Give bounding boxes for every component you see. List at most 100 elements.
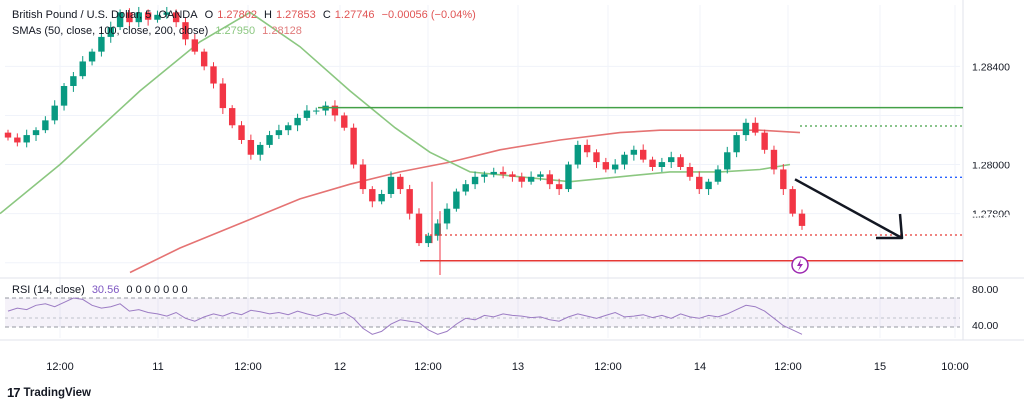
candle-body (780, 169, 787, 190)
high-value: 1.27853 (276, 9, 316, 21)
ohlc-legend: British Pound / U.S. Dollar, 5 OANDA O 1.… (12, 9, 480, 21)
candle-body (79, 61, 86, 77)
symbol-title[interactable]: British Pound / U.S. Dollar, 5 (12, 9, 152, 21)
candles (4, 6, 806, 275)
candle-body (518, 176, 525, 182)
x-tick-label: 12:00 (414, 361, 442, 373)
candle-body (219, 83, 227, 109)
close-value: 1.27746 (334, 9, 375, 21)
candle-body (630, 149, 638, 155)
price-tag-text: 1.28157 (972, 100, 1010, 112)
candle-body (200, 51, 208, 67)
rsi-value: 30.56 (91, 284, 120, 296)
candle-body (210, 66, 217, 84)
candle-body (359, 164, 367, 190)
sma200-line (129, 129, 801, 274)
candle-body (406, 189, 413, 214)
price-tag-resistance: 1.28232 (965, 80, 1017, 94)
open-label: O (204, 9, 214, 21)
candle-body (761, 132, 768, 150)
price-tag-support: 1.27713 (965, 211, 1017, 225)
x-axis: 12:00 11 12:00 12 12:00 13 12:00 14 12:00 15 10:00 (46, 361, 969, 373)
y-tick-label: 1.28400 (972, 61, 1010, 73)
rsi-axis-80: 80.00 (972, 284, 999, 296)
candle-body (172, 12, 180, 23)
sma200-path (129, 129, 801, 274)
candle-body (32, 130, 40, 136)
candle-body (191, 39, 199, 52)
candle-body (658, 162, 666, 167)
candle-body (294, 117, 301, 126)
x-tick-label: 10:00 (941, 361, 969, 373)
price-tag-current: 1.27948 (965, 152, 1017, 166)
candle-body (247, 140, 255, 155)
candle-body (14, 137, 21, 143)
candle-body (668, 157, 675, 163)
sma-label[interactable]: SMAs (50, close, 100, close, 200, close) (12, 25, 209, 37)
candle-body (60, 86, 68, 106)
candle-body (331, 105, 339, 116)
candle-body (574, 144, 582, 165)
candle-body (509, 174, 516, 177)
price-tag-resistance-2: 1.28157 (965, 99, 1017, 113)
candle-body (770, 149, 778, 170)
candle-body (387, 176, 395, 194)
candle-body (397, 176, 404, 190)
tradingview-icon: 17 (7, 385, 21, 400)
rsi-line (7, 297, 803, 335)
change-value: −0.00056 (−0.04%) (381, 9, 476, 21)
candle-body (163, 12, 170, 15)
candle-body (565, 164, 572, 190)
candle-body (42, 120, 49, 131)
y-axis: 1.28400 1.28000 1.27800 (972, 61, 1010, 220)
candle-body (481, 174, 488, 177)
candle-body (611, 164, 619, 170)
tradingview-logo[interactable]: 17 TradingView (7, 385, 91, 400)
candle-body (341, 115, 348, 128)
candle-body (490, 171, 497, 175)
candle-body (70, 76, 77, 86)
candle-body (705, 181, 712, 190)
candle-body (453, 191, 460, 209)
candle-body (266, 135, 273, 145)
forecast-arrow-shaft (794, 178, 903, 240)
x-tick-label: 13 (512, 361, 524, 373)
candle-body (798, 213, 806, 226)
price-levels[interactable] (318, 106, 963, 262)
candle-body (593, 152, 600, 163)
candle-body (51, 105, 58, 121)
overlays (791, 178, 904, 274)
x-tick-label: 15 (874, 361, 886, 373)
rsi-label[interactable]: RSI (14, close) (12, 284, 85, 296)
candle-body (677, 157, 684, 167)
candle-body (415, 213, 423, 244)
sma-legend: SMAs (50, close, 100, close, 200, close)… (12, 25, 306, 37)
lightning-glyph (797, 259, 803, 271)
candle-body (378, 194, 385, 202)
candle-body (350, 127, 357, 165)
candle-body (4, 132, 12, 138)
candle-body (425, 235, 432, 244)
candle-body (285, 125, 292, 131)
candle-body (742, 122, 750, 136)
sma200-value: 1.28128 (262, 25, 302, 37)
candle-body (126, 12, 133, 23)
rsi-pane (5, 297, 960, 335)
candle-body (714, 169, 722, 182)
candle-body (499, 171, 507, 175)
candle-body (98, 36, 105, 52)
price-tag-text: 1.27948 (972, 153, 1010, 165)
x-tick-label: 12:00 (234, 361, 262, 373)
sma50-path (0, 11, 791, 215)
candle-body (107, 27, 114, 37)
candle-body (555, 184, 563, 190)
close-label: C (322, 9, 331, 21)
rsi-band (5, 298, 960, 327)
rsi-axis-40: 40.00 (972, 320, 999, 332)
high-label: H (264, 9, 272, 21)
candle-body (275, 130, 283, 136)
candle-body (546, 174, 553, 185)
candle-body (116, 12, 124, 28)
sma50-value: 1.27950 (215, 25, 256, 37)
